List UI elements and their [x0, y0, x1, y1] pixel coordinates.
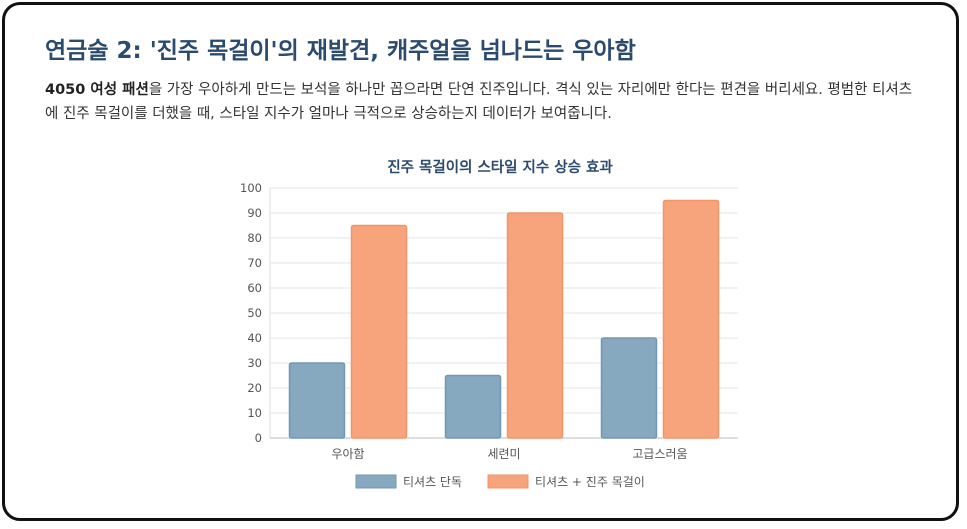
y-axis: 0 10 20 30 40 50 60 70 80 90 100 [240, 181, 262, 445]
y-tick-label: 100 [240, 181, 262, 195]
legend-label: 티셔츠 단독 [403, 475, 462, 489]
bar [350, 224, 408, 439]
x-axis: 우아함 세련미 고급스러움 [331, 447, 687, 461]
chart-grid [269, 187, 738, 439]
legend-label: 티셔츠 + 진주 목걸이 [535, 475, 645, 489]
chart-title: 진주 목걸이의 스타일 지수 상승 효과 [387, 158, 613, 176]
page-title: 연금술 2: '진주 목걸이'의 재발견, 캐주얼을 넘나드는 우아함 [45, 38, 636, 64]
bar [600, 337, 658, 439]
bar [288, 362, 346, 439]
y-tick-label: 80 [247, 231, 262, 245]
x-tick-label: 세련미 [487, 447, 520, 461]
bar [444, 374, 502, 439]
chart-bars [288, 199, 720, 439]
y-tick-label: 20 [247, 381, 262, 395]
bar [506, 212, 564, 439]
bar-chart: 진주 목걸이의 스타일 지수 상승 효과 0 10 20 30 40 50 60 70 80 90… [240, 158, 738, 489]
y-tick-label: 30 [247, 356, 262, 370]
description-highlight: 4050 여성 패션 [45, 82, 149, 98]
legend-swatch [487, 474, 529, 489]
y-tick-label: 50 [247, 306, 262, 320]
y-tick-label: 70 [247, 256, 262, 270]
chart-legend: 티셔츠 단독 티셔츠 + 진주 목걸이 [355, 474, 645, 489]
y-tick-label: 90 [247, 206, 262, 220]
y-tick-label: 10 [247, 406, 262, 420]
card: 연금술 2: '진주 목걸이'의 재발견, 캐주얼을 넘나드는 우아함 4050… [2, 2, 959, 521]
y-tick-label: 0 [255, 431, 262, 445]
y-tick-label: 60 [247, 281, 262, 295]
bar [662, 199, 720, 439]
description: 4050 여성 패션을 가장 우아하게 만드는 보석을 하나만 꼽으라면 단연 … [45, 78, 925, 126]
legend-swatch [355, 474, 397, 489]
description-text: 을 가장 우아하게 만드는 보석을 하나만 꼽으라면 단연 진주입니다. 격식 … [45, 82, 913, 122]
x-tick-label: 고급스러움 [632, 447, 687, 461]
x-tick-label: 우아함 [331, 447, 364, 461]
y-tick-label: 40 [247, 331, 262, 345]
